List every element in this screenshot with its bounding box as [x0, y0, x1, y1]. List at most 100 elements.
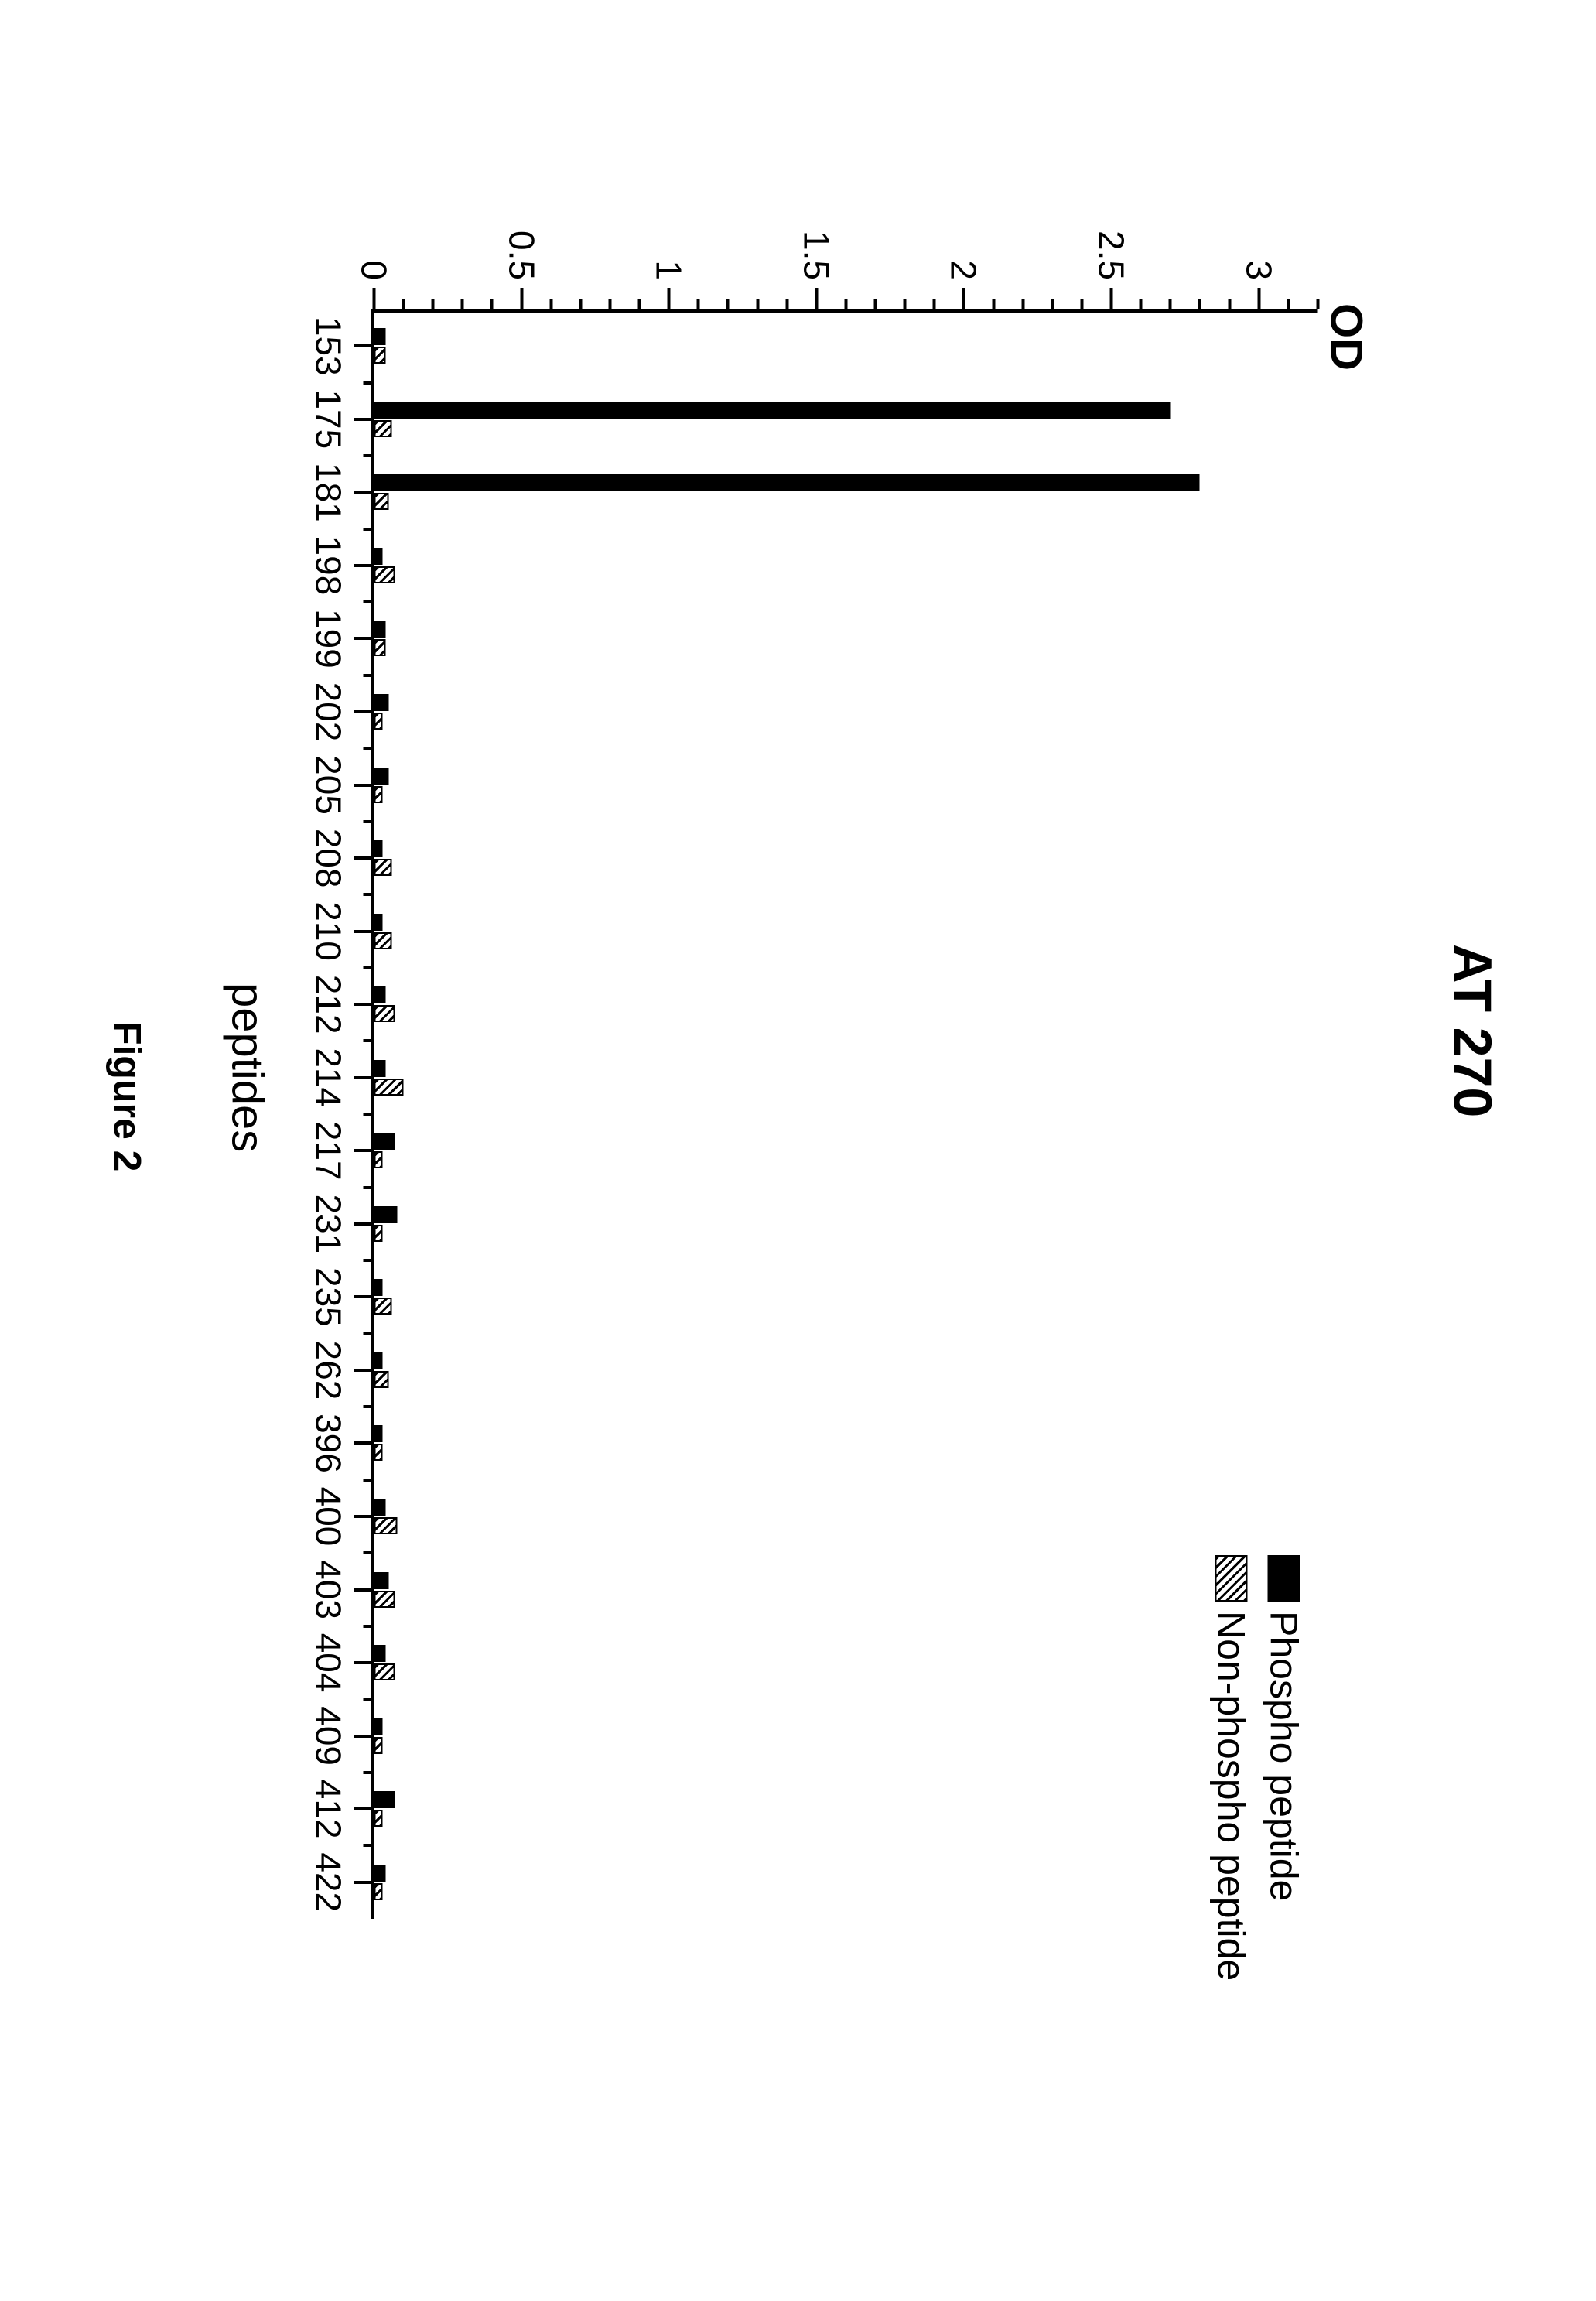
x-tick-major [354, 1222, 374, 1226]
x-tick-minor [363, 1771, 374, 1774]
x-tick-minor [363, 1259, 374, 1262]
bar-nonphospho [374, 1737, 382, 1754]
y-tick-minor [873, 299, 877, 309]
x-tick-major [354, 344, 374, 347]
y-tick-minor [992, 299, 995, 309]
y-tick-minor [756, 299, 759, 309]
x-tick-major [354, 1441, 374, 1445]
bar-phospho [374, 548, 382, 565]
x-tick-label: 412 [307, 1770, 349, 1848]
y-tick-minor [844, 299, 847, 309]
x-tick-label: 153 [307, 307, 349, 385]
x-tick-label: 400 [307, 1478, 349, 1555]
x-tick-minor [363, 674, 374, 677]
bar-nonphospho [374, 713, 382, 730]
x-tick-label: 175 [307, 381, 349, 458]
bar-nonphospho [374, 932, 391, 949]
y-tick-minor [490, 299, 494, 309]
x-tick-label: 409 [307, 1698, 349, 1775]
y-tick-minor [579, 299, 582, 309]
bar-nonphospho [374, 1663, 395, 1680]
y-tick-minor [903, 299, 906, 309]
x-tick-minor [363, 893, 374, 896]
x-tick-label: 396 [307, 1404, 349, 1482]
bar-nonphospho [374, 1517, 398, 1534]
bar-nonphospho [374, 420, 391, 437]
x-tick-minor [363, 1844, 374, 1847]
bar-nonphospho [374, 1371, 388, 1388]
x-tick-major [354, 564, 374, 567]
y-tick-minor [1287, 299, 1290, 309]
bar-phospho [374, 328, 385, 345]
bar-phospho [374, 986, 385, 1003]
y-tick-major [815, 288, 818, 309]
y-tick-minor [431, 299, 434, 309]
bar-phospho [374, 1645, 385, 1662]
y-tick-minor [402, 299, 405, 309]
x-tick-label: 202 [307, 673, 349, 750]
x-tick-minor [363, 1186, 374, 1189]
legend-item-phospho: Phospho peptide [1261, 1555, 1306, 1981]
bar-phospho [374, 914, 382, 931]
x-tick-major [354, 710, 374, 713]
x-tick-minor [363, 1113, 374, 1116]
x-tick-label: 235 [307, 1258, 349, 1335]
bar-phospho [374, 621, 385, 638]
y-tick-major [1109, 288, 1112, 309]
bar-nonphospho [374, 347, 385, 364]
bar-nonphospho [374, 1079, 403, 1096]
legend-label-phospho: Phospho peptide [1261, 1611, 1306, 1901]
y-tick-minor [726, 299, 730, 309]
bar-phospho [374, 402, 1170, 419]
y-tick-minor [932, 299, 935, 309]
y-tick-minor [1051, 299, 1054, 309]
x-tick-label: 199 [307, 600, 349, 677]
bar-nonphospho [374, 639, 385, 656]
y-tick-major [372, 288, 375, 309]
x-tick-major [354, 1807, 374, 1810]
legend-swatch-phospho [1267, 1555, 1300, 1602]
bar-phospho [374, 1865, 385, 1882]
legend-item-nonphospho: Non-phospho peptide [1208, 1555, 1253, 1981]
y-tick-label: 0.5 [501, 195, 542, 280]
y-tick-label: 2 [943, 195, 985, 280]
bar-phospho [374, 768, 388, 785]
y-tick-major [1257, 288, 1260, 309]
bar-phospho [374, 1499, 385, 1516]
x-tick-major [354, 491, 374, 494]
x-tick-minor [363, 528, 374, 531]
y-tick-label: 3 [1238, 195, 1280, 280]
bar-phospho [374, 1425, 382, 1442]
bar-phospho [374, 1133, 395, 1150]
x-tick-major [354, 1588, 374, 1592]
bar-nonphospho [374, 786, 382, 803]
x-tick-minor [363, 1698, 374, 1701]
x-tick-major [354, 1149, 374, 1152]
y-tick-minor [549, 299, 552, 309]
y-tick-label: 1.5 [795, 195, 837, 280]
y-tick-label: 0 [353, 195, 395, 280]
x-tick-major [354, 1003, 374, 1006]
bar-phospho [374, 1279, 382, 1296]
chart-title: AT 270 [1441, 944, 1503, 1117]
bar-phospho [374, 1060, 385, 1077]
x-tick-label: 403 [307, 1551, 349, 1629]
x-tick-label: 208 [307, 819, 349, 897]
x-tick-minor [363, 1479, 374, 1482]
bar-nonphospho [374, 1298, 391, 1315]
x-tick-minor [363, 1625, 374, 1628]
bar-nonphospho [374, 1444, 382, 1461]
bar-phospho [374, 840, 382, 857]
x-tick-minor [363, 454, 374, 457]
chart-canvas: AT 270 OD 00.511.522.5315317518119819920… [0, 0, 1596, 2301]
x-tick-minor [363, 381, 374, 385]
y-tick-minor [637, 299, 641, 309]
x-tick-minor [363, 1039, 374, 1042]
bar-phospho [374, 474, 1200, 491]
x-tick-label: 231 [307, 1185, 349, 1263]
y-tick-minor [460, 299, 463, 309]
bar-nonphospho [374, 566, 395, 583]
bar-phospho [374, 1718, 382, 1735]
x-tick-minor [363, 820, 374, 823]
x-tick-major [354, 1515, 374, 1518]
